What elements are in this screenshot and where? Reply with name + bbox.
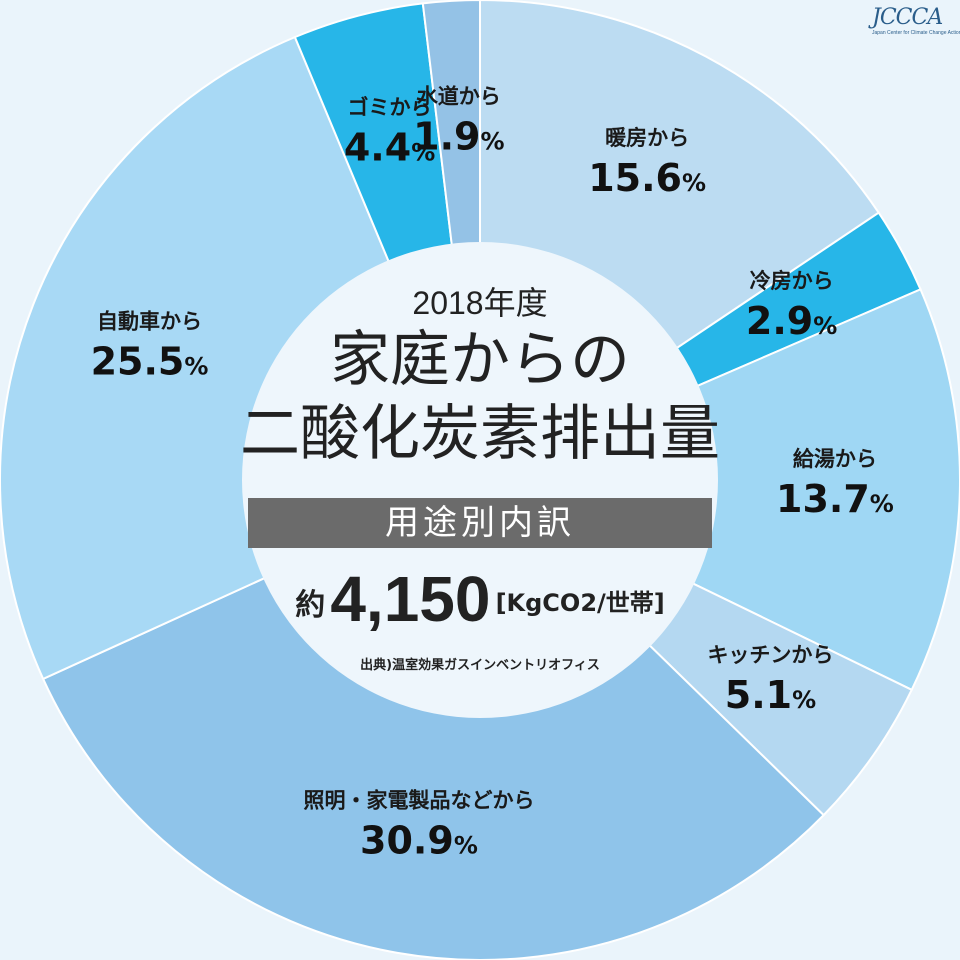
slice-value-6: 4.4%	[344, 126, 435, 170]
slice-label-3: キッチンから	[707, 643, 833, 667]
source-note: 出典)温室効果ガスインベントリオフィス	[360, 658, 600, 673]
slice-value-2: 13.7%	[776, 477, 894, 521]
year-label: 2018年度	[412, 285, 548, 321]
title-line-1: 家庭からの	[330, 325, 630, 395]
jccca-logo: JCCCA Japan Center for Climate Change Ac…	[872, 5, 960, 46]
total-prefix: 約	[295, 588, 326, 623]
slice-label-2: 給湯から	[793, 447, 877, 471]
slice-value-1: 2.9%	[746, 299, 837, 343]
slice-value-7: 1.9%	[413, 115, 504, 159]
slice-label-5: 自動車から	[97, 309, 202, 333]
slice-value-0: 15.6%	[588, 156, 706, 200]
title-line-2: 二酸化炭素排出量	[240, 399, 720, 469]
slice-4	[41, 478, 826, 960]
slice-label-0: 暖房から	[605, 126, 689, 150]
slice-label-4: 照明・家電製品などから	[303, 789, 534, 813]
total-value: 4,150	[330, 563, 491, 635]
total-emissions: 約 4,150 [KgCO2/世帯]	[240, 562, 720, 635]
slice-label-1: 冷房から	[750, 269, 834, 293]
subtitle-banner: 用途別内訳	[248, 498, 712, 548]
slice-value-5: 25.5%	[91, 339, 209, 383]
center-panel: 2018年度 家庭からの 二酸化炭素排出量 用途別内訳 約 4,150 [KgC…	[240, 270, 720, 690]
logo-text: JCCCA	[872, 5, 943, 30]
total-unit: [KgCO2/世帯]	[495, 589, 665, 617]
donut-hole	[242, 242, 718, 718]
slice-value-3: 5.1%	[725, 673, 816, 717]
logo-subtitle: Japan Center for Climate Change Actions	[872, 30, 960, 36]
slice-label-7: 水道から	[417, 85, 501, 109]
slice-value-4: 30.9%	[360, 819, 478, 863]
slice-label-6: ゴミから	[348, 96, 432, 120]
slice-labels: 暖房から 15.6% 冷房から 2.9% 給湯から 13.7% キッチンから 5.1% 照明・家…	[91, 85, 894, 863]
